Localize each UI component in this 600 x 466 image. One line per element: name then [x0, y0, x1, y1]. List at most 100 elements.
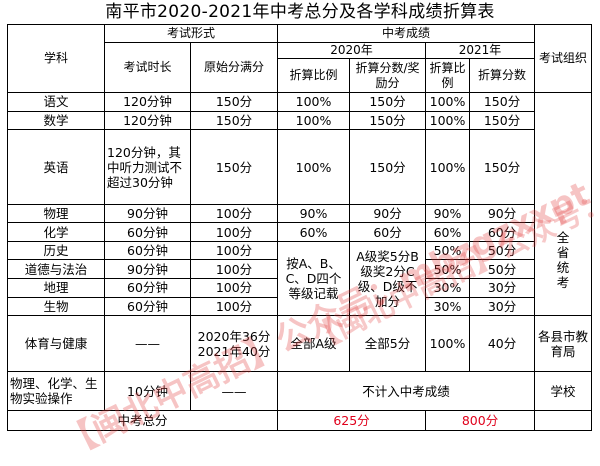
header-exam-form: 考试形式	[103, 24, 279, 43]
table-row: 英语 120分钟，其中听力测试不超过30分钟 150分 100% 150分 10…	[7, 129, 592, 205]
subject-cell: 地理	[7, 278, 105, 298]
table-row: 道德与法治 90分钟 100分 50% 50分	[7, 259, 592, 280]
full-score-cell: 150分	[189, 92, 279, 112]
subject-cell: 物理、化学、生物实验操作	[7, 371, 105, 412]
table-row-lab: 物理、化学、生物实验操作 10分钟 —— 不计入中考成绩 学校	[7, 371, 593, 412]
header-subject: 学科	[7, 23, 105, 94]
table-row: 历史 60分钟 100分 按A、B、C、D四个等级记载 A级奖5分B级奖2分C级…	[7, 240, 592, 317]
duration-cell: 90分钟	[104, 203, 191, 224]
header-exam-duration: 考试时长	[104, 41, 191, 94]
score-2021-cell: 40分	[469, 315, 536, 373]
grade-note-2020-cell: 按A、B、C、D四个等级记载	[277, 240, 351, 317]
score-2020-cell: 全部5分	[349, 315, 427, 373]
score-2021-cell: 150分	[469, 92, 536, 112]
score-2021-cell: 30分	[469, 296, 536, 317]
score-2021-cell: 90分	[469, 203, 536, 224]
header-zhongkao-score: 中考成绩	[277, 24, 536, 43]
score-2021-cell: 50分	[469, 259, 536, 280]
ratio-2021-cell: 60%	[425, 222, 471, 242]
full-score-cell: 100分	[189, 240, 279, 261]
bonus-note-2020-cell: A级奖5分B级奖2分C级、D级不加分	[349, 240, 427, 317]
ratio-2020-cell: 60%	[277, 222, 351, 242]
duration-cell: 120分钟	[104, 110, 191, 131]
lab-note-cell: 不计入中考成绩	[277, 371, 536, 412]
ratio-2021-cell: 50%	[425, 240, 471, 261]
organizer-cell: 学校	[534, 371, 593, 412]
ratio-2020-cell: 100%	[277, 110, 351, 131]
ratio-2021-cell: 100%	[425, 92, 471, 112]
subject-cell: 体育与健康	[7, 315, 105, 373]
duration-cell: 60分钟	[104, 240, 191, 261]
duration-cell: 120分钟	[104, 92, 191, 112]
subject-cell: 英语	[7, 129, 105, 205]
score-2020-cell: 150分	[349, 110, 427, 131]
duration-cell: 10分钟	[104, 371, 191, 412]
total-2021-cell: 800分	[425, 410, 536, 431]
score-conversion-table: 学科 考试形式 中考成绩 考试组织 考试时长 原始分满分 2020年 2021年…	[6, 23, 593, 431]
table-row-pe: 体育与健康 —— 2020年36分2021年40分 全部A级 全部5分 100%…	[7, 315, 593, 373]
full-score-cell: ——	[189, 371, 279, 412]
score-2021-cell: 150分	[469, 129, 536, 205]
full-score-cell: 100分	[189, 296, 279, 317]
ratio-2020-cell: 100%	[277, 92, 351, 112]
full-score-cell: 100分	[189, 259, 279, 280]
full-score-cell: 100分	[189, 203, 279, 224]
table-row: 语文 120分钟 150分 100% 150分 100% 150分	[7, 92, 593, 205]
duration-cell: 60分钟	[104, 222, 191, 242]
ratio-2020-cell: 90%	[277, 203, 351, 224]
score-2020-cell: 150分	[349, 129, 427, 205]
organizer-province-cell: 全省统考	[534, 204, 593, 317]
page-title: 南平市2020-2021年中考总分及各学科成绩折算表	[105, 2, 495, 22]
subject-cell: 化学	[7, 222, 105, 242]
score-2021-cell: 50分	[469, 240, 536, 261]
full-score-cell: 150分	[189, 110, 279, 131]
subject-cell: 物理	[7, 203, 105, 224]
ratio-2021-cell: 100%	[425, 110, 471, 131]
ratio-2021-cell: 30%	[425, 296, 471, 317]
table-row-total: 中考总分 625分 800分	[6, 410, 593, 431]
full-score-cell: 100分	[189, 278, 279, 298]
ratio-2021-cell: 90%	[425, 203, 471, 224]
duration-cell: ——	[104, 315, 191, 373]
header-organizer: 考试组织	[534, 23, 593, 94]
subject-cell: 语文	[7, 92, 105, 112]
full-score-cell: 2020年36分2021年40分	[189, 315, 279, 373]
score-2020-cell: 60分	[349, 222, 427, 242]
ratio-2021-cell: 50%	[425, 259, 471, 280]
header-ratio-2021: 折算比例	[425, 58, 471, 94]
ratio-2020-cell: 100%	[277, 129, 351, 205]
ratio-2021-cell: 30%	[425, 278, 471, 298]
ratio-2021-cell: 100%	[425, 129, 471, 205]
header-year-2020: 2020年	[277, 41, 427, 60]
table-row: 地理 60分钟 100分 30% 30分	[7, 278, 592, 298]
header-ratio-2020: 折算比例	[277, 58, 351, 94]
organizer-cell-blank	[534, 410, 593, 431]
score-2020-cell: 90分	[349, 203, 427, 224]
header-converted-bonus-2020: 折算分数/奖励分	[349, 58, 427, 94]
score-2020-cell: 150分	[349, 92, 427, 112]
duration-cell: 60分钟	[104, 278, 191, 298]
organizer-cell: 各县市教育局	[534, 315, 593, 373]
subject-cell: 道德与法治	[7, 259, 105, 280]
total-label-cell: 中考总分	[6, 410, 279, 431]
full-score-cell: 100分	[189, 222, 279, 242]
full-score-cell: 150分	[189, 129, 279, 205]
ratio-2020-cell: 全部A级	[277, 315, 351, 373]
subject-cell: 历史	[7, 240, 105, 261]
header-original-full: 原始分满分	[189, 41, 279, 94]
score-2021-cell: 60分	[469, 222, 536, 242]
duration-cell: 120分钟，其中听力测试不超过30分钟	[104, 129, 191, 205]
table-row: 物理 90分钟 100分 90% 90分 90% 90分 全省统考	[7, 203, 593, 317]
duration-cell: 90分钟	[104, 259, 191, 280]
ratio-2021-cell: 100%	[425, 315, 471, 373]
table-row: 生物 60分钟 100分 30% 30分	[7, 296, 592, 317]
subject-cell: 生物	[7, 296, 105, 317]
organizer-cell-blank	[534, 92, 593, 205]
header-year-2021: 2021年	[425, 41, 536, 60]
subject-cell: 数学	[7, 110, 105, 131]
duration-cell: 60分钟	[104, 296, 191, 317]
score-2021-cell: 30分	[469, 278, 536, 298]
header-converted-2021: 折算分数	[469, 58, 536, 94]
table-row: 数学 120分钟 150分 100% 150分 100% 150分	[7, 110, 592, 131]
table-row: 化学 60分钟 100分 60% 60分 60% 60分	[7, 222, 592, 242]
